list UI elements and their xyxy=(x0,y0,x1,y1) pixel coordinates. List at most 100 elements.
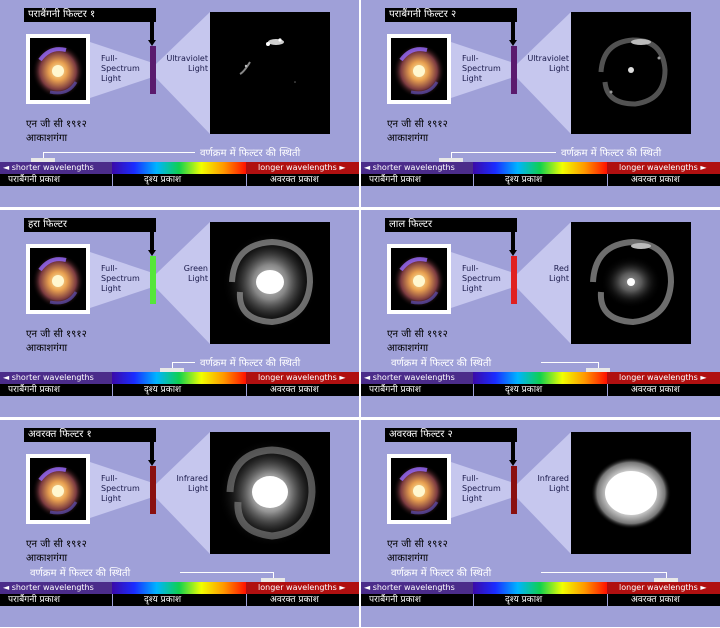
visible-band xyxy=(112,372,246,384)
band-names: पराबैंगनी प्रकाश दृश्य प्रकाश अवरक्त प्रका… xyxy=(361,174,720,186)
filter-title: अवरक्त फिल्टर २ xyxy=(385,428,517,442)
galaxy-name: एन जी सी १९१२ आकाशगंगा xyxy=(387,539,448,564)
filter-position-label: वर्णक्रम में फिल्टर की स्थिती xyxy=(200,358,301,369)
spectrum-bar: ◄ shorter wavelengths longer wavelengths … xyxy=(361,372,720,384)
galaxy-name: एन जी सी १९१२ आकाशगंगा xyxy=(26,329,87,354)
galaxy-name: एन जी सी १९१२ आकाशगंगा xyxy=(26,539,87,564)
band-names: पराबैंगनी प्रकाश दृश्य प्रकाश अवरक्त प्रका… xyxy=(0,594,359,606)
title-arrow-icon xyxy=(509,250,517,256)
full-color-galaxy-frame xyxy=(387,454,451,524)
full-color-galaxy-image xyxy=(391,458,447,520)
ir-band xyxy=(607,162,720,174)
filter-bar xyxy=(150,46,156,94)
filter-bar xyxy=(511,256,517,304)
visible-name: दृश्य प्रकाश xyxy=(505,385,543,395)
shorter-wavelengths-label: ◄ shorter wavelengths xyxy=(3,583,94,592)
filter-position-label: वर्णक्रम में फिल्टर की स्थिती xyxy=(200,148,301,159)
title-pointer xyxy=(511,428,515,462)
light-cone xyxy=(451,432,571,554)
band-names: पराबैंगनी प्रकाश दृश्य प्रकाश अवरक्त प्रका… xyxy=(361,384,720,396)
filtered-light-label: Ultraviolet Light xyxy=(527,54,569,73)
position-pointer-tick xyxy=(172,362,173,368)
visible-name: दृश्य प्रकाश xyxy=(144,385,182,395)
spectrum-position-marker xyxy=(439,158,463,162)
filter-bar xyxy=(150,466,156,514)
ir-name: अवरक्त प्रकाश xyxy=(270,595,319,605)
filter-position-label: वर्णक्रम में फिल्टर की स्थिती xyxy=(391,358,492,369)
shorter-wavelengths-label: ◄ shorter wavelengths xyxy=(3,163,94,172)
spectrum-bar: ◄ shorter wavelengths longer wavelengths … xyxy=(0,582,359,594)
uv-name: पराबैंगनी प्रकाश xyxy=(369,175,422,185)
filter-title: पराबैंगनी फिल्टर २ xyxy=(385,8,517,22)
band-divider xyxy=(112,594,113,606)
spectrum-bar: ◄ shorter wavelengths longer wavelengths … xyxy=(0,372,359,384)
title-pointer xyxy=(150,218,154,252)
full-color-galaxy-image xyxy=(391,38,447,100)
longer-wavelengths-label: longer wavelengths ► xyxy=(619,163,707,172)
uv-band xyxy=(361,582,473,594)
full-spectrum-label: Full- Spectrum Light xyxy=(462,474,501,503)
position-pointer-line xyxy=(451,152,556,153)
full-color-galaxy-image xyxy=(30,458,86,520)
band-divider xyxy=(112,384,113,396)
position-pointer-tick xyxy=(451,152,452,158)
full-spectrum-label: Full- Spectrum Light xyxy=(101,264,140,293)
band-divider xyxy=(246,594,247,606)
filtered-light-label: Green Light xyxy=(183,264,208,283)
uv-band xyxy=(0,372,112,384)
full-spectrum-label: Full- Spectrum Light xyxy=(101,474,140,503)
visible-band xyxy=(112,582,246,594)
light-cone xyxy=(90,12,210,134)
ir-name: अवरक्त प्रकाश xyxy=(631,175,680,185)
band-divider xyxy=(473,594,474,606)
position-pointer-tick xyxy=(43,152,44,158)
band-divider xyxy=(607,594,608,606)
visible-name: दृश्य प्रकाश xyxy=(505,175,543,185)
band-divider xyxy=(246,384,247,396)
position-pointer-tick xyxy=(666,572,667,578)
spectrum-position-marker xyxy=(261,578,285,582)
visible-band xyxy=(473,582,607,594)
filtered-galaxy-image xyxy=(210,222,330,344)
uv-band xyxy=(0,162,112,174)
longer-wavelengths-label: longer wavelengths ► xyxy=(619,373,707,382)
shorter-wavelengths-label: ◄ shorter wavelengths xyxy=(3,373,94,382)
ir-name: अवरक्त प्रकाश xyxy=(270,385,319,395)
full-spectrum-label: Full- Spectrum Light xyxy=(462,54,501,83)
ir-band xyxy=(246,372,359,384)
filter-position-label: वर्णक्रम में फिल्टर की स्थिती xyxy=(30,568,131,579)
full-color-galaxy-image xyxy=(391,248,447,310)
ir-name: अवरक्त प्रकाश xyxy=(631,595,680,605)
filtered-light-label: Infrared Light xyxy=(176,474,208,493)
uv-name: पराबैंगनी प्रकाश xyxy=(369,385,422,395)
title-pointer xyxy=(150,428,154,462)
full-spectrum-label: Full- Spectrum Light xyxy=(462,264,501,293)
visible-band xyxy=(473,372,607,384)
light-cone xyxy=(90,432,210,554)
band-divider xyxy=(607,384,608,396)
spectrum-position-marker xyxy=(31,158,55,162)
longer-wavelengths-label: longer wavelengths ► xyxy=(258,373,346,382)
position-pointer-line xyxy=(180,572,273,573)
title-pointer xyxy=(511,218,515,252)
position-pointer-line xyxy=(541,362,598,363)
ir-name: अवरक्त प्रकाश xyxy=(270,175,319,185)
filter-panel: अवरक्त फिल्टर २ Full- Spectrum Light Infr… xyxy=(361,420,720,627)
visible-name: दृश्य प्रकाश xyxy=(144,175,182,185)
uv-band xyxy=(361,162,473,174)
band-names: पराबैंगनी प्रकाश दृश्य प्रकाश अवरक्त प्रका… xyxy=(361,594,720,606)
position-pointer-line xyxy=(541,572,666,573)
light-cone xyxy=(90,222,210,344)
full-color-galaxy-frame xyxy=(26,34,90,104)
band-divider xyxy=(246,174,247,186)
visible-name: दृश्य प्रकाश xyxy=(505,595,543,605)
spectrum-position-marker xyxy=(160,368,184,372)
filter-title: लाल फिल्टर xyxy=(385,218,517,232)
filtered-light-label: Red Light xyxy=(549,264,569,283)
ir-band xyxy=(607,372,720,384)
full-color-galaxy-frame xyxy=(26,244,90,314)
shorter-wavelengths-label: ◄ shorter wavelengths xyxy=(364,163,455,172)
spectrum-bar: ◄ shorter wavelengths longer wavelengths … xyxy=(361,582,720,594)
band-divider xyxy=(473,174,474,186)
title-pointer xyxy=(150,8,154,42)
